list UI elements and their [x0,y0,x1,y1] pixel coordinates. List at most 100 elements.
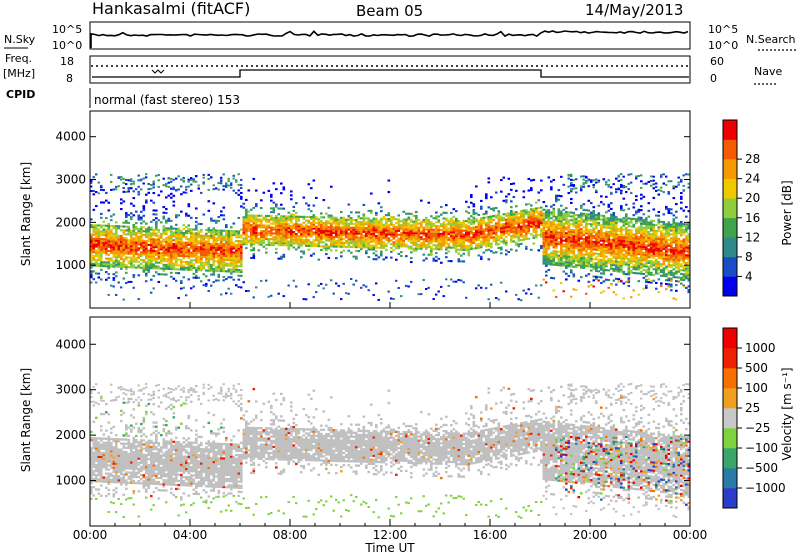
scatter-cell [245,235,248,238]
scatter-cell [595,241,598,244]
scatter-cell [647,271,651,274]
scatter-cell [265,251,268,254]
scatter-cell [410,224,413,227]
scatter-cell [125,242,128,245]
scatter-cell [167,244,171,247]
scatter-cell [560,260,563,263]
scatter-cell [330,224,333,227]
scatter-cell [252,220,256,223]
scatter-cell [467,246,471,249]
scatter-cell [365,246,368,249]
scatter-cell [152,219,156,222]
scatter-cell [510,227,513,230]
scatter-cell [315,235,318,238]
scatter-cell [387,218,391,221]
scatter-cell [610,250,613,253]
scatter-cell [210,235,213,238]
scatter-cell [545,232,548,235]
scatter-cell [340,238,343,241]
scatter-cell [182,251,186,254]
scatter-cell [400,231,403,234]
scatter-cell [597,229,601,232]
scatter-cell [497,246,501,249]
scatter-cell [507,227,511,230]
scatter-cell [325,231,328,234]
scatter-cell [590,225,593,228]
scatter-cell [477,227,481,230]
scatter-cell [162,231,166,234]
scatter-cell [95,233,98,236]
scatter-cell [627,267,631,270]
scatter-cell [115,265,118,268]
scatter-cell [492,228,496,231]
scatter-cell [105,278,108,281]
scatter-cell [382,233,386,236]
scatter-cell [95,259,98,262]
scatter-cell [275,219,278,222]
scatter-cell [492,224,496,227]
scatter-cell [157,273,161,276]
scatter-cell [582,185,586,188]
scatter-cell [507,223,511,226]
scatter-cell [165,208,168,211]
scatter-cell [155,253,158,256]
scatter-cell [485,243,488,246]
scatter-cell [162,258,166,261]
scatter-cell [97,245,101,248]
scatter-cell [615,243,618,246]
scatter-cell [335,282,338,285]
scatter-cell [330,231,333,234]
scatter-cell [577,248,581,251]
scatter-cell [337,234,341,237]
scatter-cell [435,217,438,220]
scatter-cell [375,237,378,240]
scatter-cell [347,240,351,243]
scatter-cell [552,238,556,241]
scatter-cell [605,247,608,250]
scatter-cell [557,243,561,246]
scatter-cell [405,284,408,287]
scatter-cell [260,226,263,229]
scatter-cell [130,218,133,221]
scatter-cell [517,237,521,240]
scatter-cell [645,253,648,256]
scatter-cell [542,218,546,221]
scatter-cell [515,293,518,296]
scatter-cell [92,270,96,273]
scatter-cell [410,245,413,248]
scatter-cell [467,236,471,239]
scatter-cell [550,230,553,233]
scatter-cell [280,224,283,227]
scatter-cell [105,199,108,202]
scatter-cell [472,241,476,244]
scatter-cell [602,222,606,225]
scatter-cell [620,178,623,181]
scatter-cell [177,245,181,248]
scatter-cell [332,230,336,233]
scatter-cell [280,226,283,229]
scatter-cell [447,223,451,226]
scatter-cell [407,216,411,219]
scatter-cell [600,231,603,234]
scatter-cell [245,220,248,223]
scatter-cell [227,245,231,248]
scatter-cell [207,238,211,241]
scatter-cell [147,243,151,246]
scatter-cell [492,236,496,239]
scatter-cell [610,267,613,270]
scatter-cell [167,258,171,261]
scatter-cell [460,227,463,230]
scatter-cell [152,251,156,254]
scatter-cell [175,268,178,271]
scatter-cell [627,271,631,274]
scatter-cell [637,266,641,269]
scatter-cell [207,209,211,212]
scatter-cell [225,270,228,273]
scatter-cell [405,218,408,221]
scatter-cell [252,216,256,219]
scatter-cell [282,223,286,226]
scatter-cell [367,221,371,224]
scatter-cell [562,253,566,256]
scatter-cell [227,241,231,244]
scatter-cell [192,232,196,235]
